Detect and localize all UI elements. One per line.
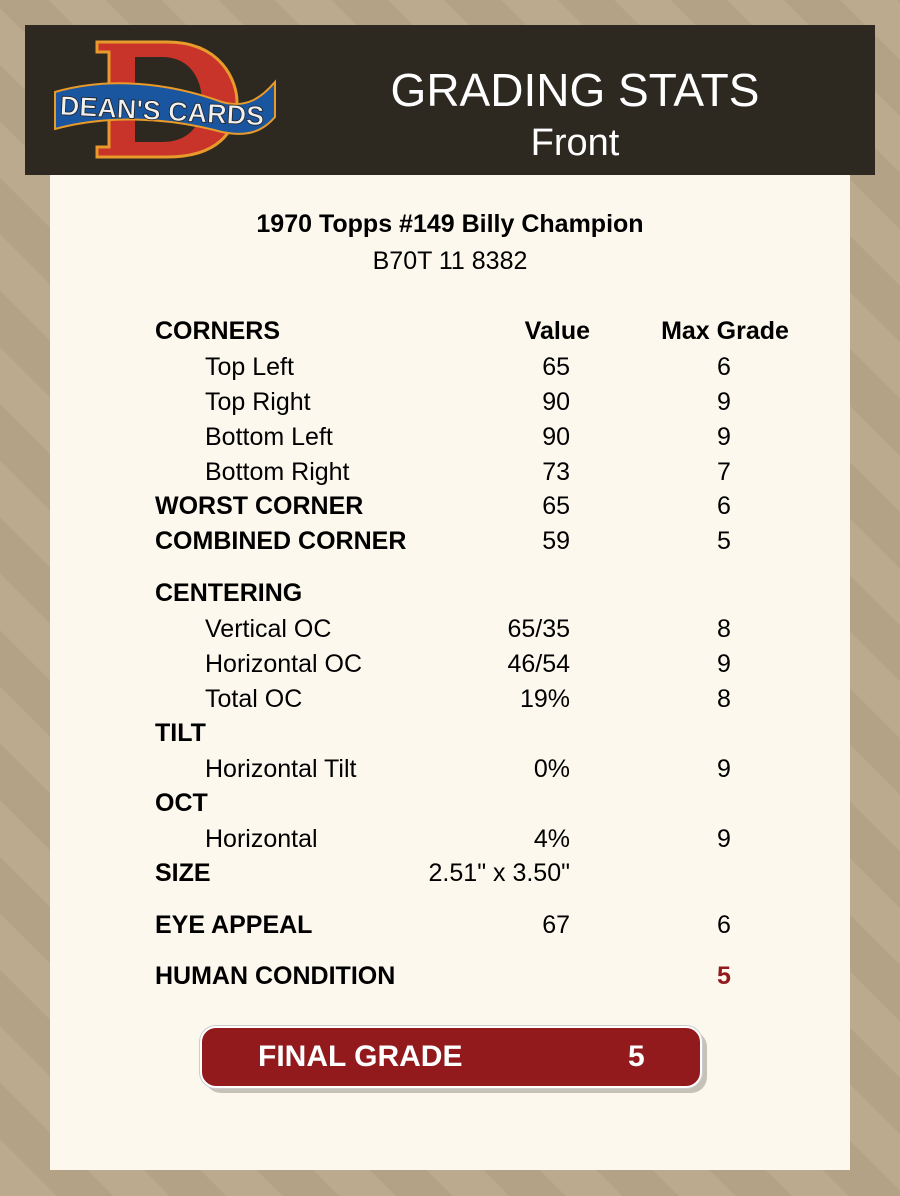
card-id: B70T 11 8382	[372, 247, 528, 275]
stat-value: 73	[542, 458, 570, 486]
final-grade-value: 5	[628, 1040, 645, 1073]
stat-max-grade: 9	[717, 755, 731, 783]
column-headers: Value Max Grade	[0, 316, 900, 346]
stat-row: Vertical OC 65/35 8	[0, 614, 900, 644]
stat-label: Horizontal	[205, 825, 318, 853]
stat-label: Horizontal OC	[205, 650, 362, 678]
stat-max-grade: 8	[717, 615, 731, 643]
stat-row: CORNERS	[0, 316, 900, 346]
stat-max-grade: 9	[717, 388, 731, 416]
stat-label: COMBINED CORNER	[155, 527, 407, 555]
stat-row: WORST CORNER 65 6	[0, 491, 900, 521]
stat-value: 90	[542, 423, 570, 451]
stat-row: Top Left 65 6	[0, 352, 900, 382]
final-grade-label: FINAL GRADE	[258, 1040, 463, 1073]
stat-max-grade: 6	[717, 911, 731, 939]
stat-row: CENTERING	[0, 578, 900, 608]
stat-label: HUMAN CONDITION	[155, 962, 396, 990]
final-grade-badge: FINAL GRADE 5	[200, 1026, 702, 1088]
column-header-max-grade: Max Grade	[661, 317, 789, 345]
stat-value: 65	[542, 353, 570, 381]
stat-row: OCT	[0, 788, 900, 818]
page-subtitle: Front	[530, 122, 620, 164]
stat-max-grade: 7	[717, 458, 731, 486]
stat-max-grade: 6	[717, 353, 731, 381]
stat-value: 4%	[533, 825, 570, 853]
stat-value: 59	[542, 527, 570, 555]
card-name: 1970 Topps #149 Billy Champion	[256, 210, 644, 238]
stat-row: HUMAN CONDITION 5	[0, 961, 900, 991]
stat-value: 46/54	[507, 650, 570, 678]
stat-label: CORNERS	[155, 317, 281, 345]
stat-label: TILT	[155, 719, 206, 747]
stat-row: Horizontal OC 46/54 9	[0, 649, 900, 679]
header: DEAN'S CARDS GRADING STATS Front	[25, 25, 875, 175]
stat-row: Total OC 19% 8	[0, 684, 900, 714]
stat-label: SIZE	[155, 859, 211, 887]
stat-row: Bottom Left 90 9	[0, 422, 900, 452]
stat-max-grade: 9	[717, 423, 731, 451]
stat-row: Top Right 90 9	[0, 387, 900, 417]
stat-max-grade: 8	[717, 685, 731, 713]
stat-label: CENTERING	[155, 579, 303, 607]
stat-label: Vertical OC	[205, 615, 332, 643]
page-title: GRADING STATS	[390, 64, 760, 116]
stat-value: 0%	[533, 755, 570, 783]
stat-row: Horizontal Tilt 0% 9	[0, 754, 900, 784]
deans-cards-logo: DEAN'S CARDS	[54, 40, 276, 159]
stat-value: 90	[542, 388, 570, 416]
stat-row: TILT	[0, 718, 900, 748]
stat-max-grade: 6	[717, 492, 731, 520]
stat-max-grade: 5	[717, 962, 731, 990]
stat-row: EYE APPEAL 67 6	[0, 910, 900, 940]
stats-panel	[50, 175, 850, 1170]
stat-label: Horizontal Tilt	[205, 755, 357, 783]
stat-label: Top Left	[205, 353, 294, 381]
stat-row: Horizontal 4% 9	[0, 824, 900, 854]
stat-value: 65	[542, 492, 570, 520]
stat-row: Bottom Right 73 7	[0, 457, 900, 487]
stat-max-grade: 5	[717, 527, 731, 555]
stat-label: Bottom Right	[205, 458, 350, 486]
column-header-value: Value	[524, 317, 590, 345]
stat-max-grade: 9	[717, 825, 731, 853]
stat-max-grade: 9	[717, 650, 731, 678]
stat-label: WORST CORNER	[155, 492, 364, 520]
stat-value: 67	[542, 911, 570, 939]
stat-row: COMBINED CORNER 59 5	[0, 526, 900, 556]
stat-row: SIZE 2.51" x 3.50"	[0, 858, 900, 888]
stat-value: 19%	[519, 685, 570, 713]
stat-label: Bottom Left	[205, 423, 333, 451]
stat-label: Total OC	[205, 685, 303, 713]
stat-value: 2.51" x 3.50"	[428, 859, 570, 887]
stat-label: Top Right	[205, 388, 311, 416]
stat-label: EYE APPEAL	[155, 911, 313, 939]
stat-label: OCT	[155, 789, 208, 817]
stat-value: 65/35	[507, 615, 570, 643]
